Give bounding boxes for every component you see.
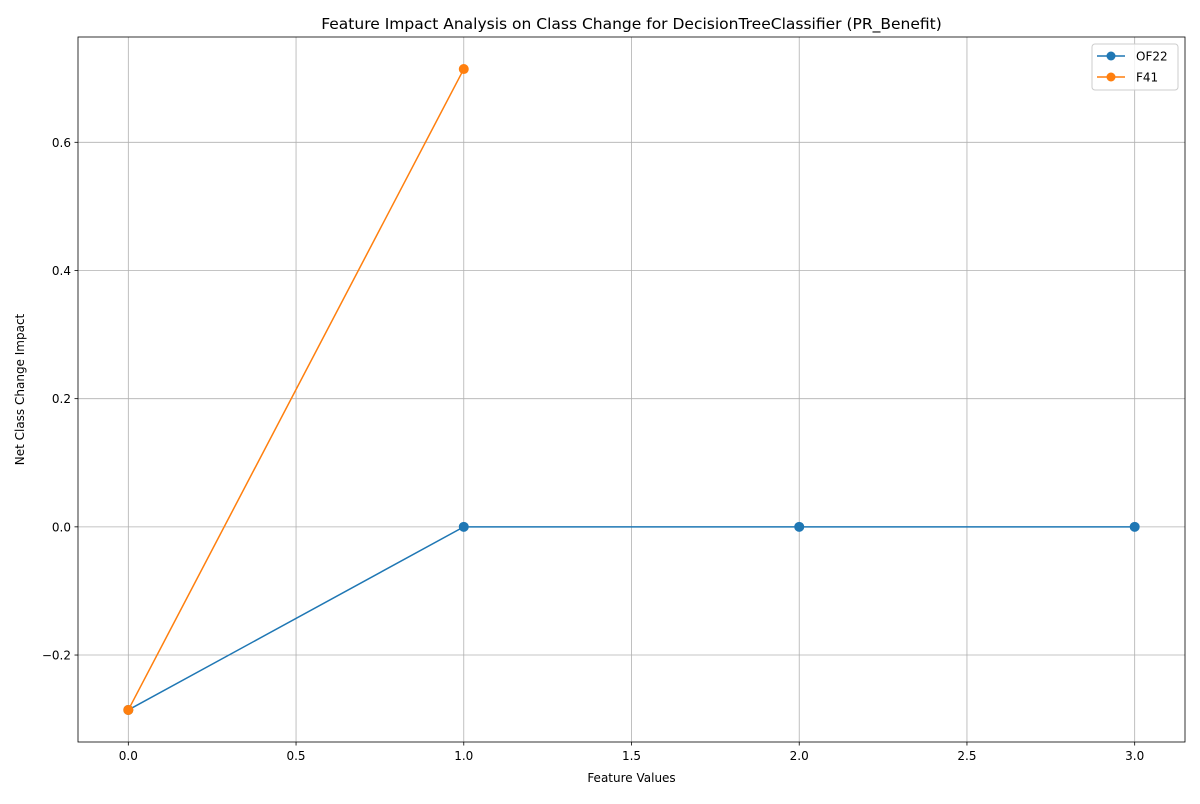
x-axis-label: Feature Values	[587, 771, 675, 785]
y-tick-label: 0.2	[52, 392, 71, 406]
x-tick-label: 0.0	[119, 749, 138, 763]
legend-marker	[1106, 72, 1116, 82]
data-point	[458, 64, 469, 75]
legend-label: F41	[1136, 71, 1158, 85]
data-point	[458, 521, 469, 532]
legend: OF22 F41	[1091, 43, 1179, 91]
legend-marker	[1106, 51, 1116, 61]
y-tick-label: 0.4	[52, 264, 71, 278]
data-point	[123, 704, 134, 715]
data-point	[794, 521, 805, 532]
x-tick-label: 3.0	[1125, 749, 1144, 763]
x-tick-label: 1.0	[454, 749, 473, 763]
x-tick-label: 1.5	[622, 749, 641, 763]
series-f41	[123, 64, 469, 715]
y-tick-label: 0.0	[52, 520, 71, 534]
series-line	[127, 68, 465, 711]
x-tick-label: 2.5	[957, 749, 976, 763]
x-tick-label: 2.0	[790, 749, 809, 763]
legend-label: OF22	[1136, 50, 1168, 64]
axis-ticks: 0.0 0.5 1.0 1.5 2.0 2.5 3.0 −0.2 0.0 0.2 0.4 0.6	[42, 136, 1144, 763]
series-layer	[123, 64, 1140, 715]
x-tick-label: 0.5	[286, 749, 305, 763]
legend-item: OF22	[1097, 50, 1168, 64]
y-axis-label: Net Class Change Impact	[13, 313, 27, 465]
series-line	[127, 526, 1135, 711]
legend-item: F41	[1097, 71, 1158, 85]
y-tick-label: 0.6	[52, 136, 71, 150]
chart-title: Feature Impact Analysis on Class Change …	[321, 15, 942, 34]
data-point	[1129, 521, 1140, 532]
y-tick-label: −0.2	[42, 649, 71, 663]
